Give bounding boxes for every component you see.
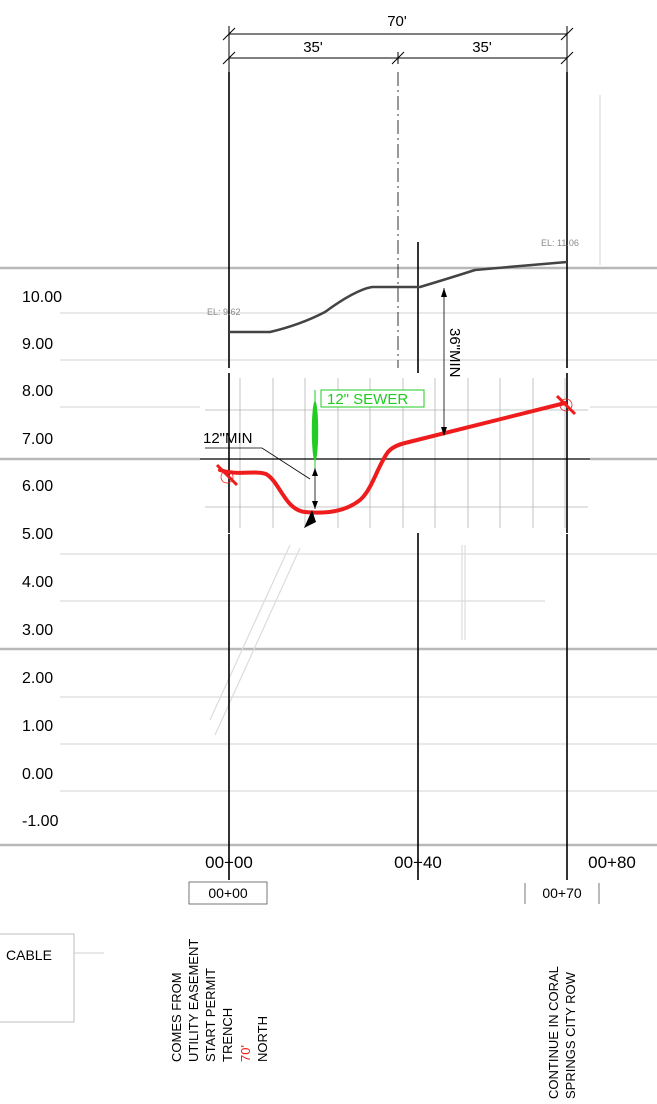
- dimension-left-half-label: 35': [303, 39, 323, 56]
- start-note: COMES FROM UTILITY EASEMENT START PERMIT…: [169, 939, 270, 1062]
- elevation-label: -1.00: [22, 813, 59, 830]
- elevation-label: 5.00: [22, 526, 53, 543]
- start-station-box-label: 00+00: [208, 885, 248, 901]
- min-clearance-label: 12"MIN: [203, 430, 253, 447]
- start-station-box: [188, 881, 268, 905]
- end-note: CONTINUE IN CORAL SPRINGS CITY ROW: [546, 966, 578, 1099]
- sewer-label-box: [320, 389, 425, 408]
- station-axis: 00+00 00+40 00+80: [205, 853, 636, 872]
- dimension-lines: [222, 26, 574, 72]
- cover-arrow-down: [441, 427, 447, 436]
- start-elevation-label: EL: 9.62: [207, 307, 241, 317]
- start-note-line: START PERMIT: [203, 968, 218, 1062]
- start-note-line: TRENCH: [220, 1008, 235, 1062]
- cable-legend-label: CABLE: [6, 947, 52, 963]
- background-band-lines: [0, 266, 657, 847]
- end-note-line: SPRINGS CITY ROW: [563, 971, 578, 1099]
- elevation-axis: 10.00 9.00 8.00 7.00 6.00 5.00 4.00 3.00…: [22, 289, 62, 830]
- start-note-distance: 70': [238, 1045, 253, 1062]
- dimension-total-label: 70': [387, 13, 407, 30]
- elevation-label: 10.00: [22, 289, 62, 306]
- station-label: 00+00: [205, 853, 253, 872]
- dimension-right-half-label: 35': [472, 39, 492, 56]
- cover-arrow-up: [441, 288, 447, 297]
- elevation-label: 2.00: [22, 670, 53, 687]
- end-elevation-label: EL: 11.06: [541, 238, 579, 248]
- ground-profile-line: [229, 260, 568, 334]
- elevation-label: 0.00: [22, 766, 53, 783]
- elevation-label: 7.00: [22, 431, 53, 448]
- conduit-end-marker: [555, 394, 577, 416]
- conduit-end-node: [559, 398, 573, 412]
- end-note-line: CONTINUE IN CORAL: [546, 966, 561, 1099]
- start-note-line: UTILITY EASEMENT: [186, 939, 201, 1062]
- station-label: 00+80: [588, 853, 636, 872]
- conduit-low-point-arrow: [304, 510, 316, 528]
- vertical-grid-lines: [228, 72, 568, 880]
- start-note-line: NORTH: [255, 1016, 270, 1062]
- end-station-box-label: 00+70: [542, 885, 582, 901]
- sewer-label: 12" SEWER: [327, 391, 408, 408]
- conduit-profile: [218, 401, 567, 515]
- elevation-label: 4.00: [22, 574, 53, 591]
- conduit-start-marker: [215, 463, 239, 487]
- start-note-line: COMES FROM: [169, 972, 184, 1062]
- cover-depth-label: 36"MIN: [446, 328, 463, 378]
- elevation-label: 3.00: [22, 622, 53, 639]
- min-clearance-arrow-up: [312, 468, 318, 476]
- min-clearance-arrow-down: [312, 501, 318, 509]
- min-clearance-leader: [205, 447, 311, 480]
- cable-legend-box: [0, 933, 75, 1023]
- faded-background-strokes: [60, 95, 657, 792]
- elevation-label: 6.00: [22, 478, 53, 495]
- sewer-pipe: [311, 401, 319, 461]
- station-label: 00+40: [394, 853, 442, 872]
- elevation-label: 1.00: [22, 718, 53, 735]
- elevation-label: 8.00: [22, 383, 53, 400]
- conduit-start-node: [220, 470, 234, 484]
- elevation-label: 9.00: [22, 336, 53, 353]
